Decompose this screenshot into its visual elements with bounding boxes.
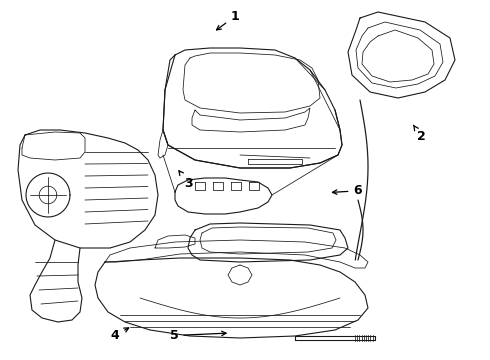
Text: 5: 5	[170, 329, 226, 342]
Text: 1: 1	[217, 10, 240, 30]
Text: 3: 3	[179, 171, 193, 190]
Text: 4: 4	[111, 328, 129, 342]
Text: 2: 2	[414, 125, 426, 143]
Text: 6: 6	[333, 184, 362, 197]
